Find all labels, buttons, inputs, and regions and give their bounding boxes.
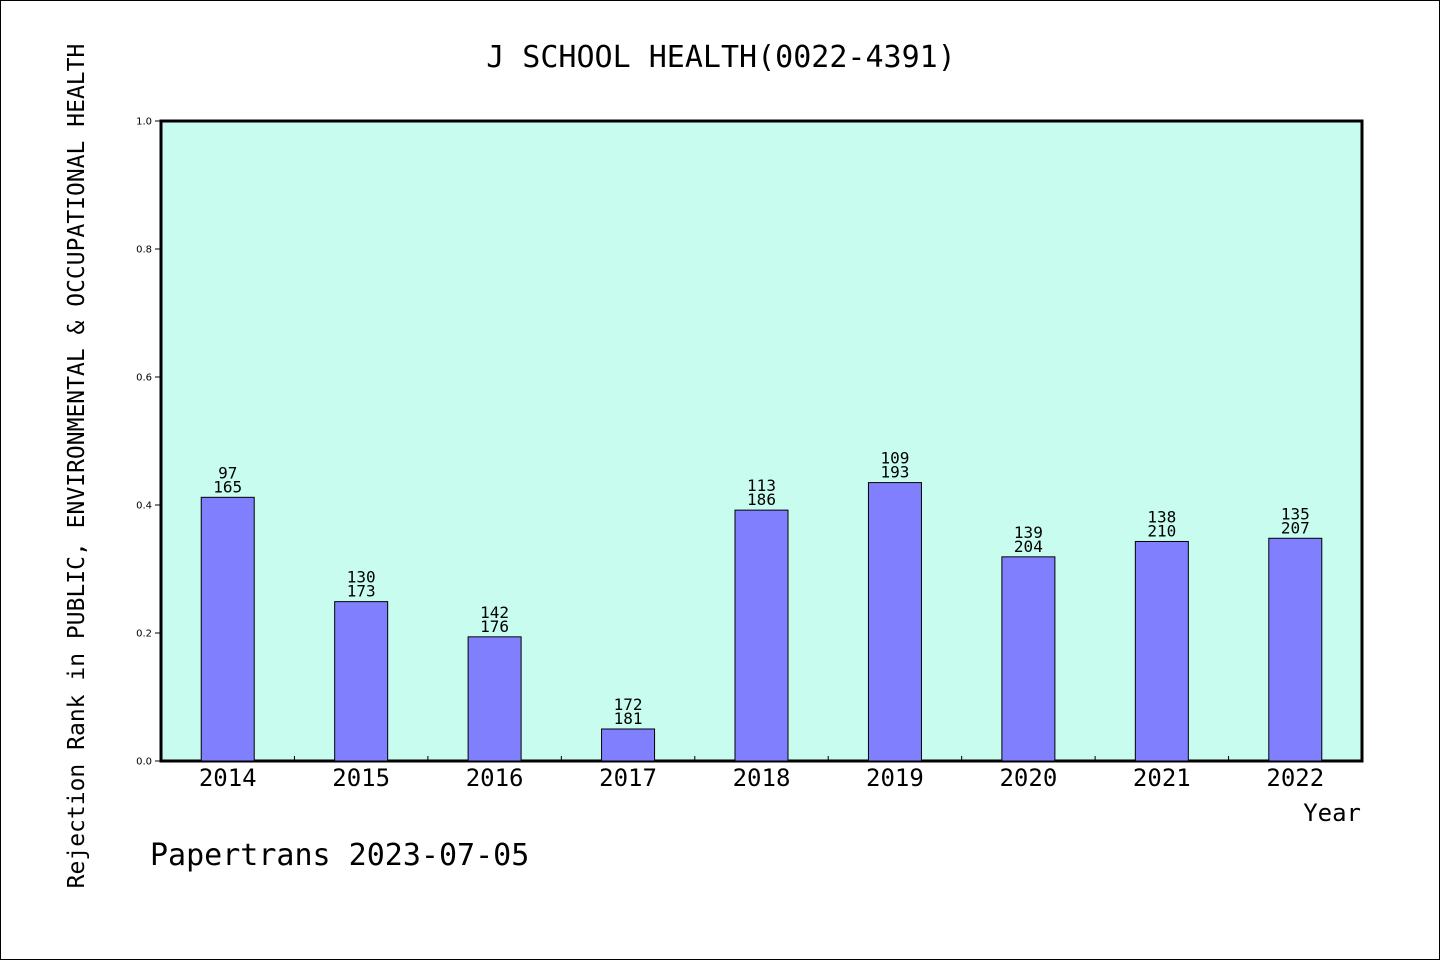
bars <box>200 482 1323 762</box>
bar-label-top: 135 <box>1281 504 1310 523</box>
bar <box>867 482 922 762</box>
bar-label-bottom: 186 <box>747 490 776 509</box>
footer-credit: Papertrans 2023-07-05 <box>150 838 529 873</box>
bar-label-bottom: 210 <box>1147 521 1176 540</box>
bar-label-top: 97 <box>218 463 237 482</box>
y-axis-label: Rejection Rank in PUBLIC, ENVIRONMENTAL … <box>64 44 90 889</box>
x-axis-ticks <box>293 756 1230 761</box>
x-axis-label: Year <box>1303 799 1361 827</box>
y-tick-label: 0.8 <box>136 245 152 256</box>
x-tick-label: 2021 <box>1133 764 1191 792</box>
bar-label-bottom: 207 <box>1281 518 1310 537</box>
bar-label-top: 130 <box>347 568 376 587</box>
x-tick-label: 2014 <box>199 764 257 792</box>
bar <box>1268 537 1323 762</box>
bar <box>1001 556 1056 762</box>
bar <box>734 509 789 762</box>
bar-label-top: 142 <box>480 603 509 622</box>
bar-label-bottom: 173 <box>347 582 376 601</box>
y-tick-label: 0.6 <box>136 373 152 384</box>
bar <box>601 728 656 762</box>
bar-label-top: 138 <box>1147 507 1176 526</box>
y-tick-label: 0.0 <box>136 757 152 768</box>
y-tick-label: 0.2 <box>136 629 152 640</box>
y-tick-label: 0.4 <box>136 501 152 512</box>
bar <box>467 636 522 762</box>
y-tick-label: 1.0 <box>136 117 152 128</box>
bar-label-bottom: 181 <box>614 709 643 728</box>
x-tick-label: 2020 <box>999 764 1057 792</box>
bar <box>1134 540 1189 762</box>
x-tick-label: 2016 <box>466 764 524 792</box>
x-tick-label: 2018 <box>733 764 791 792</box>
x-tick-label: 2017 <box>599 764 657 792</box>
bar-label-top: 172 <box>614 695 643 714</box>
bar-label-bottom: 193 <box>880 463 909 482</box>
chart-title: J SCHOOL HEALTH(0022-4391) <box>486 40 956 75</box>
bar <box>200 496 255 762</box>
bar <box>334 601 389 762</box>
bar-labels: 1659717313017614218117218611319310920413… <box>213 449 1309 728</box>
bar-label-top: 113 <box>747 476 776 495</box>
bar-label-bottom: 204 <box>1014 537 1043 556</box>
bar-label-top: 139 <box>1014 523 1043 542</box>
x-tick-labels: 2014 2015 2016 2017 2018 2019 2020 2021 2022 <box>199 764 1324 792</box>
x-tick-label: 2022 <box>1266 764 1324 792</box>
bar-label-top: 109 <box>880 449 909 468</box>
bar-label-bottom: 165 <box>213 477 242 496</box>
bar-label-bottom: 176 <box>480 617 509 636</box>
x-tick-label: 2019 <box>866 764 924 792</box>
y-axis-ticks: 0.0 0.2 0.4 0.6 0.8 1.0 <box>136 117 161 768</box>
x-tick-label: 2015 <box>332 764 390 792</box>
